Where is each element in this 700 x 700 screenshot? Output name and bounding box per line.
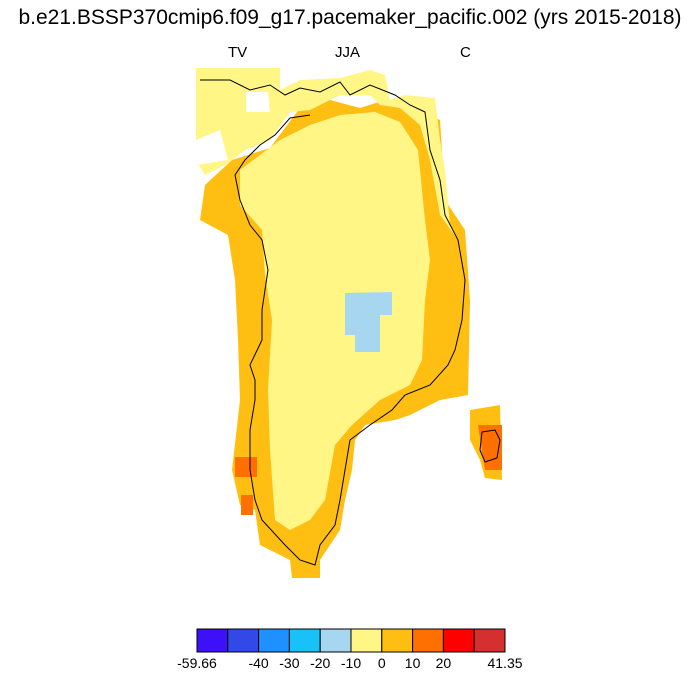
colorbar-box (350, 628, 383, 653)
map-missing-data (196, 92, 270, 165)
colorbar-tick-label: -40 (248, 655, 269, 671)
colorbar-box (227, 628, 260, 653)
colorbar-tick-label: -30 (279, 655, 300, 671)
map-interior-region (240, 112, 430, 530)
colorbar-box (442, 628, 475, 653)
colorbar-box (412, 628, 444, 653)
colorbar-tick-label: -59.66 (177, 655, 217, 671)
colorbar-tick-label: 0 (377, 655, 386, 671)
colorbar-box (381, 628, 414, 653)
units-label: C (460, 44, 471, 61)
map-hotspot-1 (235, 457, 257, 477)
map-negative-region (345, 292, 392, 352)
plot-title: b.e21.BSSP370cmip6.f09_g17.pacemaker_pac… (18, 6, 682, 29)
variable-label: TV (228, 44, 248, 61)
map-island-coastline (479, 429, 501, 463)
colorbar-tick-label: -20 (310, 655, 331, 671)
colorbar-box (319, 628, 352, 653)
map-hotspot-2 (241, 495, 253, 515)
colorbar-box (473, 628, 506, 653)
colorbar (196, 628, 506, 653)
colorbar-tick-label: 41.35 (487, 655, 523, 671)
colorbar-tick-label: 20 (435, 655, 452, 671)
colorbar-tick-label: -10 (340, 655, 362, 671)
colorbar-tick-label: 10 (404, 655, 421, 671)
colorbar-box (196, 628, 229, 653)
map-coastline (200, 79, 466, 566)
season-label: JJA (335, 44, 361, 61)
colorbar-box (288, 628, 321, 653)
colorbar-box (258, 628, 290, 653)
